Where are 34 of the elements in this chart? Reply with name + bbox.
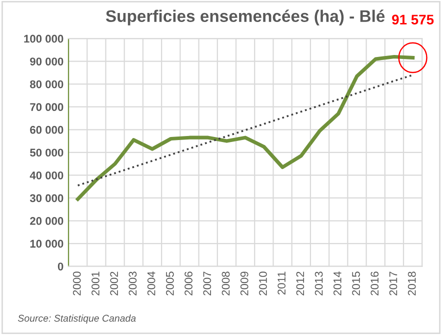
x-tick-label: 2017 bbox=[389, 272, 398, 296]
y-tick-label: 80 000 bbox=[30, 80, 64, 88]
x-tick-label: 2013 bbox=[314, 272, 323, 296]
x-tick-label: 2006 bbox=[184, 272, 192, 296]
y-tick-label: 30 000 bbox=[30, 194, 64, 202]
y-tick-label: 40 000 bbox=[30, 171, 64, 180]
x-tick-label: 2003 bbox=[128, 272, 137, 296]
source-note: Source: Statistique Canada bbox=[18, 314, 136, 324]
x-tick-label: 2012 bbox=[296, 272, 304, 296]
y-tick-label: 70 000 bbox=[30, 103, 64, 111]
x-tick-label: 2008 bbox=[222, 272, 230, 296]
y-tick-label: 10 000 bbox=[30, 240, 64, 248]
y-tick-label: 50 000 bbox=[30, 148, 64, 157]
x-tick-label: 2014 bbox=[333, 272, 342, 296]
y-tick-label: 20 000 bbox=[30, 217, 64, 225]
x-tick-label: 2004 bbox=[147, 272, 156, 296]
x-tick-label: 2010 bbox=[259, 272, 267, 296]
x-tick-label: 2005 bbox=[166, 272, 174, 296]
annotation: 91 575 bbox=[392, 14, 434, 25]
y-tick-label: 60 000 bbox=[30, 126, 64, 134]
y-tick-label: 90 000 bbox=[30, 58, 64, 66]
x-tick-label: 2009 bbox=[240, 272, 248, 296]
x-tick-label: 2011 bbox=[278, 272, 286, 295]
x-tick-label: 2007 bbox=[203, 272, 212, 296]
y-tick-label: 0 bbox=[58, 262, 64, 270]
x-tick-label: 2000 bbox=[72, 272, 81, 296]
x-tick-label: 2016 bbox=[370, 272, 379, 296]
line-series bbox=[76, 74, 414, 186]
y-tick-label: 100 000 bbox=[24, 34, 64, 43]
x-tick-label: 2015 bbox=[352, 272, 360, 296]
x-tick-label: 2001 bbox=[92, 272, 100, 296]
chart-title: Superficies ensemencées (ha) - Blé bbox=[106, 10, 385, 26]
x-tick-label: 2018 bbox=[408, 272, 416, 296]
x-tick-label: 2002 bbox=[110, 272, 118, 296]
